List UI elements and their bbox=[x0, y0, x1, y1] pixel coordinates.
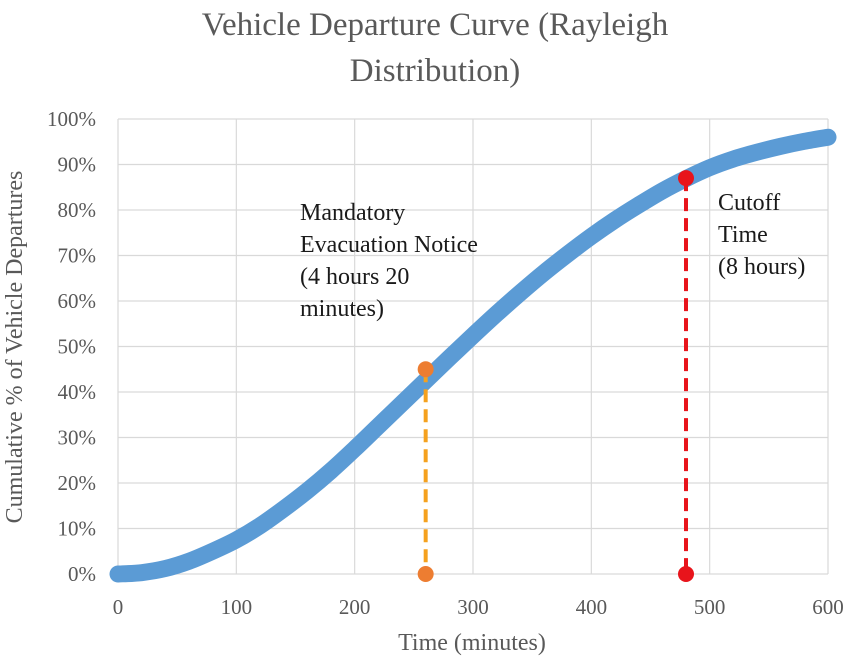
y-tick-label: 0% bbox=[68, 562, 96, 586]
x-tick-label: 600 bbox=[812, 595, 844, 619]
annotation-line: minutes) bbox=[300, 296, 384, 322]
x-tick-label: 300 bbox=[457, 595, 489, 619]
y-tick-label: 70% bbox=[58, 244, 97, 268]
cutoff-time-annotation: Cutoff Time (8 hours) bbox=[718, 190, 805, 280]
y-tick-label: 90% bbox=[58, 153, 97, 177]
y-tick-label: 80% bbox=[58, 198, 97, 222]
chart-title-line-2: Distribution) bbox=[349, 53, 521, 89]
y-tick-label: 10% bbox=[58, 517, 97, 541]
y-tick-label: 100% bbox=[47, 107, 96, 131]
notice-axis-point bbox=[417, 566, 434, 582]
annotation-layer: Mandatory Evacuation Notice (4 hours 20 min… bbox=[300, 190, 805, 322]
gridlines bbox=[117, 118, 829, 575]
x-tick-labels: 0 100 200 300 400 500 600 bbox=[113, 595, 844, 619]
y-tick-label: 60% bbox=[58, 289, 97, 313]
annotation-line: Cutoff bbox=[718, 190, 780, 216]
notice-curve-point bbox=[417, 361, 434, 378]
y-tick-labels: 0% 10% 20% 30% 40% 50% 60% 70% 80% 90% 100% bbox=[47, 107, 96, 586]
annotation-line: (8 hours) bbox=[718, 254, 805, 280]
x-tick-label: 400 bbox=[576, 595, 608, 619]
series-line bbox=[109, 128, 837, 583]
x-tick-label: 500 bbox=[694, 595, 726, 619]
x-tick-label: 200 bbox=[339, 595, 371, 619]
x-axis-title: Time (minutes) bbox=[398, 630, 546, 656]
annotation-line: (4 hours 20 bbox=[300, 264, 409, 290]
annotation-line: Mandatory bbox=[300, 200, 405, 226]
y-axis-title: Cumulative % of Vehicle Departures bbox=[2, 171, 28, 524]
series-layer bbox=[109, 128, 837, 583]
chart-title: Vehicle Departure Curve (Rayleigh Distri… bbox=[90, 2, 780, 94]
x-tick-label: 100 bbox=[221, 595, 253, 619]
y-tick-label: 40% bbox=[58, 380, 97, 404]
y-tick-label: 50% bbox=[58, 335, 97, 359]
cutoff-axis-point bbox=[678, 566, 694, 582]
y-tick-label: 30% bbox=[58, 426, 97, 450]
annotation-line: Evacuation Notice bbox=[300, 232, 478, 258]
marker-layer bbox=[417, 170, 694, 582]
cutoff-curve-point bbox=[678, 170, 694, 187]
mandatory-evacuation-annotation: Mandatory Evacuation Notice (4 hours 20 min… bbox=[300, 200, 478, 322]
y-tick-label: 20% bbox=[58, 471, 97, 495]
x-tick-label: 0 bbox=[113, 595, 124, 619]
chart-title-line-1: Vehicle Departure Curve (Rayleigh bbox=[201, 7, 669, 43]
annotation-line: Time bbox=[718, 222, 768, 248]
